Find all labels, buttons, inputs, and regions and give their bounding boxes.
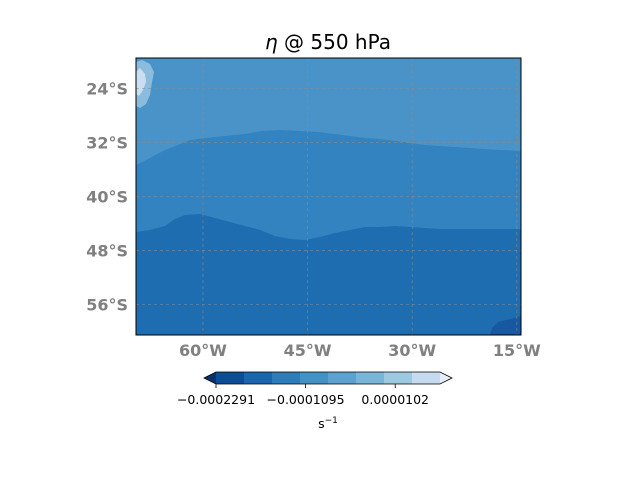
colorbar: −0.0002291 −0.0001095 0.0000102 s−1 xyxy=(177,371,453,431)
colorbar-extend-low xyxy=(204,372,216,384)
colorbar-cell xyxy=(244,372,273,384)
lon-tick-label: 45°W xyxy=(284,341,332,360)
colorbar-cell xyxy=(272,372,301,384)
unit-base: s xyxy=(318,416,325,431)
unit-exponent: −1 xyxy=(325,416,338,426)
colorbar-unit: s−1 xyxy=(318,416,338,431)
colorbar-cell xyxy=(328,372,357,384)
lon-tick-label: 30°W xyxy=(388,341,436,360)
colorbar-cell xyxy=(216,372,245,384)
map-panel: 24°S 32°S 40°S 48°S 56°S 60°W 45°W 30°W 15°W xyxy=(86,57,541,360)
contour-top-strip xyxy=(150,58,470,82)
colorbar-tick-label: −0.0001095 xyxy=(267,392,345,407)
colorbar-outline xyxy=(203,371,453,385)
lat-tick-label: 24°S xyxy=(86,79,128,98)
lat-tick-label: 32°S xyxy=(86,133,128,152)
title-rest: @ 550 hPa xyxy=(278,30,391,54)
colorbar-cells xyxy=(216,372,441,384)
lon-tick-label: 15°W xyxy=(493,341,541,360)
colorbar-extend-high xyxy=(440,372,452,384)
colorbar-cell xyxy=(384,372,413,384)
colorbar-tick-label: 0.0000102 xyxy=(361,392,429,407)
latitude-labels: 24°S 32°S 40°S 48°S 56°S xyxy=(86,79,128,314)
lat-tick-label: 40°S xyxy=(86,188,128,207)
contour-corner-patch xyxy=(490,316,521,335)
map-frame xyxy=(135,57,522,336)
colorbar-cell xyxy=(356,372,385,384)
longitude-labels: 60°W 45°W 30°W 15°W xyxy=(179,341,541,360)
gridlines xyxy=(136,58,521,335)
colorbar-cell xyxy=(300,372,329,384)
lat-tick-label: 56°S xyxy=(86,296,128,315)
lon-tick-label: 60°W xyxy=(179,341,227,360)
coast-patch-light xyxy=(136,68,146,96)
colorbar-tick-label: −0.0002291 xyxy=(177,392,255,407)
lat-tick-label: 48°S xyxy=(86,242,128,261)
colorbar-ticks: −0.0002291 −0.0001095 0.0000102 xyxy=(177,384,429,407)
map-title: η @ 550 hPa xyxy=(265,30,391,54)
contour-fill xyxy=(136,58,521,335)
title-symbol: η xyxy=(265,30,278,54)
colorbar-cell xyxy=(412,372,441,384)
